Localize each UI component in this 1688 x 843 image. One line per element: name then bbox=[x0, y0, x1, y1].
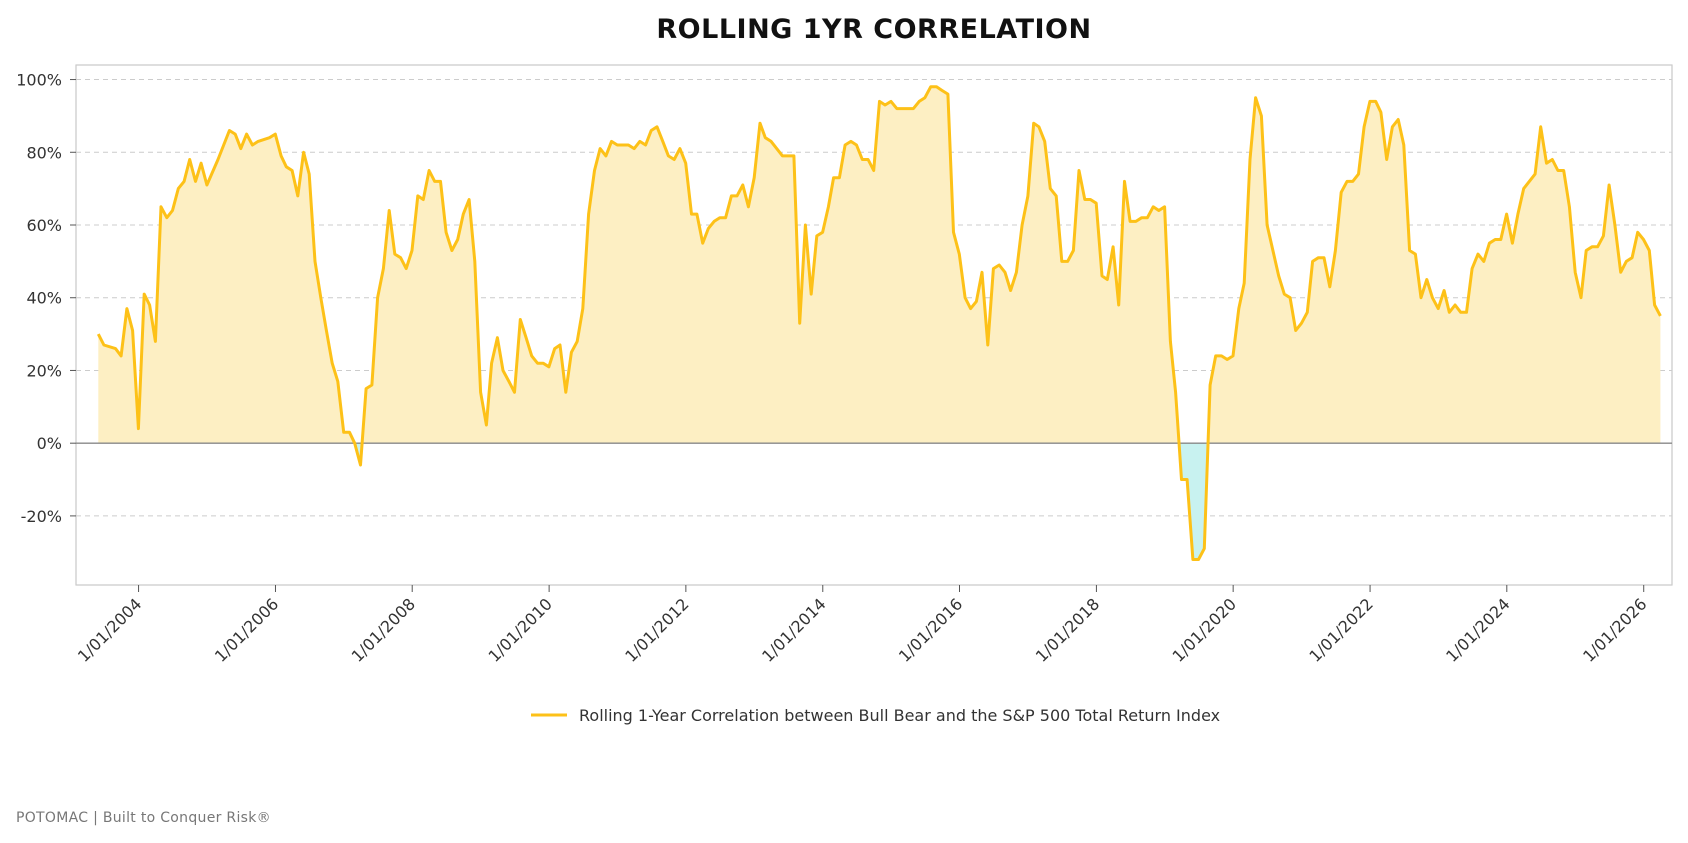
x-tick-label: 1/01/2006 bbox=[211, 594, 282, 665]
y-tick-label: 60% bbox=[26, 216, 62, 235]
area-fill bbox=[98, 86, 1661, 560]
footer-brand: POTOMAC | Built to Conquer Risk® bbox=[16, 810, 271, 826]
x-axis-ticks: 1/01/2004 1/01/2006 1/01/2008 1/01/2010 1/01… bbox=[74, 585, 1651, 666]
x-tick-label: 1/01/2014 bbox=[758, 594, 829, 665]
x-tick-label: 1/01/2018 bbox=[1032, 594, 1103, 665]
x-tick-label: 1/01/2024 bbox=[1442, 594, 1513, 665]
y-tick-label: 80% bbox=[26, 143, 62, 162]
legend: Rolling 1-Year Correlation between Bull … bbox=[531, 706, 1220, 725]
legend-label: Rolling 1-Year Correlation between Bull … bbox=[579, 706, 1220, 725]
x-tick-label: 1/01/2016 bbox=[895, 594, 966, 665]
chart-title: ROLLING 1YR CORRELATION bbox=[656, 14, 1091, 45]
x-tick-label: 1/01/2008 bbox=[348, 594, 419, 665]
x-tick-label: 1/01/2022 bbox=[1305, 594, 1376, 665]
y-tick-label: 100% bbox=[16, 71, 62, 90]
x-tick-label: 1/01/2004 bbox=[74, 594, 145, 665]
series-line bbox=[96, 85, 1662, 561]
x-tick-label: 1/01/2026 bbox=[1579, 594, 1650, 665]
x-tick-label: 1/01/2020 bbox=[1169, 594, 1240, 665]
y-tick-label: 40% bbox=[26, 289, 62, 308]
x-tick-label: 1/01/2010 bbox=[485, 594, 556, 665]
x-tick-label: 1/01/2012 bbox=[621, 594, 692, 665]
gridlines bbox=[76, 79, 1672, 517]
y-tick-label: 20% bbox=[26, 361, 62, 380]
y-tick-label: 0% bbox=[37, 434, 62, 453]
area-positive bbox=[98, 86, 1661, 444]
y-axis-ticks: 100% 80% 60% 40% 20% 0% -20% bbox=[16, 71, 76, 526]
y-tick-label: -20% bbox=[21, 507, 62, 526]
series-line-group bbox=[96, 85, 1662, 561]
